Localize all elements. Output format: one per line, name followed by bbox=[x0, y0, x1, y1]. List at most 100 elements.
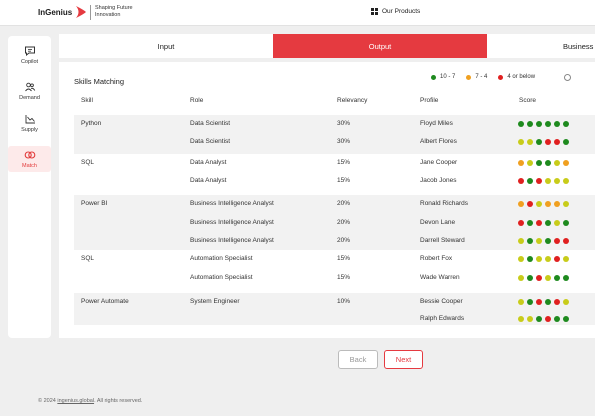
profile-cell: Jane Cooper bbox=[420, 159, 458, 166]
role-cell: Data Scientist bbox=[190, 138, 231, 145]
column-header-skill[interactable]: Skill bbox=[81, 97, 93, 104]
table-row[interactable]: Ralph Edwards bbox=[74, 315, 595, 325]
relevancy-cell: 15% bbox=[337, 274, 351, 281]
tab-input[interactable]: Input bbox=[59, 34, 273, 58]
skill-cell: SQL bbox=[81, 159, 95, 166]
table-row[interactable]: Data Analyst 15% Jacob Jones bbox=[74, 177, 595, 187]
legend-label: 4 or below bbox=[507, 74, 536, 80]
score-dot bbox=[518, 238, 524, 244]
relevancy-cell: 20% bbox=[337, 200, 351, 207]
score-dot bbox=[527, 299, 533, 305]
relevancy-cell: 15% bbox=[337, 255, 351, 262]
profile-cell: Bessie Cooper bbox=[420, 298, 463, 305]
table-row[interactable]: Business Intelligence Analyst 20% Darrell … bbox=[74, 237, 595, 247]
score-dot bbox=[536, 299, 542, 305]
skill-cell: Power BI bbox=[81, 200, 108, 207]
role-cell: Data Analyst bbox=[190, 177, 227, 184]
score-dots bbox=[518, 178, 569, 184]
skill-cell: Power Automate bbox=[81, 298, 129, 305]
score-dot bbox=[554, 201, 560, 207]
role-cell: System Engineer bbox=[190, 298, 240, 305]
our-products-label: Our Products bbox=[382, 8, 421, 15]
orange-dot-icon bbox=[466, 74, 472, 80]
score-dots bbox=[518, 275, 569, 281]
panel-title: Skills Matching bbox=[74, 77, 125, 86]
footer-link[interactable]: ingenius.global bbox=[57, 398, 95, 404]
tagline-line2: Innovation bbox=[95, 12, 121, 18]
table-row[interactable]: Power Automate System Engineer 10% Bessie C… bbox=[74, 298, 595, 308]
sidebar-item-copilot[interactable]: Copilot bbox=[8, 44, 51, 72]
role-cell: Business Intelligence Analyst bbox=[190, 218, 274, 226]
legend-item-medium: 7 - 4 bbox=[466, 74, 487, 80]
table-row[interactable]: Business Intelligence Analyst 20% Devon La… bbox=[74, 219, 595, 229]
score-dot bbox=[563, 178, 569, 184]
table-row[interactable]: SQL Data Analyst 15% Jane Cooper bbox=[74, 159, 595, 169]
tagline-line1: Shaping Future bbox=[95, 5, 133, 11]
score-dots bbox=[518, 238, 569, 244]
column-header-score[interactable]: Score bbox=[519, 97, 536, 104]
logo-divider bbox=[90, 5, 91, 20]
role-cell: Automation Specialist bbox=[190, 255, 253, 262]
score-dot bbox=[545, 219, 551, 226]
sidebar-item-supply[interactable]: Supply bbox=[8, 112, 51, 140]
score-dot bbox=[545, 160, 551, 166]
footer: © 2024 ingenius.global. All rights reser… bbox=[38, 398, 142, 404]
relevancy-cell: 20% bbox=[337, 237, 351, 244]
tab-business[interactable]: Business bbox=[487, 34, 595, 58]
score-dot bbox=[527, 178, 533, 184]
profile-cell: Wade Warren bbox=[420, 274, 460, 281]
score-dot bbox=[518, 275, 524, 281]
rings-icon bbox=[24, 151, 35, 159]
table-row[interactable]: Python Data Scientist 30% Floyd Miles bbox=[74, 120, 595, 130]
skill-group: Power Automate System Engineer 10% Bessie C… bbox=[74, 293, 595, 325]
chat-icon bbox=[24, 46, 35, 56]
score-dots bbox=[518, 256, 569, 262]
score-dot bbox=[536, 121, 542, 127]
people-icon bbox=[24, 82, 35, 92]
table-row[interactable]: Data Scientist 30% Albert Flores bbox=[74, 138, 595, 148]
sidebar-item-match[interactable]: Match bbox=[8, 146, 51, 172]
score-dot bbox=[554, 299, 560, 305]
score-dot bbox=[545, 121, 551, 127]
table-row[interactable]: Power BI Business Intelligence Analyst 20%… bbox=[74, 200, 595, 210]
our-products-menu[interactable]: Our Products bbox=[371, 8, 420, 15]
footer-copyright: © 2024 bbox=[38, 398, 56, 404]
next-button[interactable]: Next bbox=[384, 350, 423, 369]
score-dot bbox=[563, 275, 569, 281]
table-row[interactable]: Automation Specialist 15% Wade Warren bbox=[74, 274, 595, 284]
score-dot bbox=[536, 238, 542, 244]
score-dots bbox=[518, 299, 569, 305]
sidebar-item-demand[interactable]: Demand bbox=[8, 80, 51, 108]
score-dot bbox=[518, 316, 524, 322]
score-dot bbox=[545, 201, 551, 207]
score-dot bbox=[518, 160, 524, 166]
back-button[interactable]: Back bbox=[338, 350, 378, 369]
table-header: Skill Role Relevancy Profile Score bbox=[74, 97, 595, 111]
profile-cell: Ralph Edwards bbox=[420, 315, 465, 322]
score-dot bbox=[527, 139, 533, 145]
score-dot bbox=[536, 160, 542, 166]
logo-swoosh-icon bbox=[76, 6, 86, 18]
score-dots bbox=[518, 316, 569, 322]
score-dot bbox=[527, 201, 533, 207]
score-dot bbox=[563, 201, 569, 207]
score-dot bbox=[518, 219, 524, 226]
sidebar-item-label: Copilot bbox=[20, 59, 39, 65]
score-dot bbox=[545, 256, 551, 262]
score-dots bbox=[518, 160, 569, 166]
tab-output[interactable]: Output bbox=[273, 34, 487, 58]
column-header-relevancy[interactable]: Relevancy bbox=[337, 97, 368, 104]
score-dot bbox=[563, 139, 569, 145]
red-dot-icon bbox=[498, 74, 504, 80]
table-row[interactable]: SQL Automation Specialist 15% Robert Fox bbox=[74, 255, 595, 265]
score-dot bbox=[563, 316, 569, 322]
skill-cell: SQL bbox=[81, 255, 95, 262]
column-header-role[interactable]: Role bbox=[190, 97, 204, 104]
scroll-right-icon[interactable] bbox=[564, 74, 571, 81]
legend-item-low: 4 or below bbox=[498, 74, 535, 80]
score-dot bbox=[545, 238, 551, 244]
column-header-profile[interactable]: Profile bbox=[420, 97, 439, 104]
sidebar-item-label: Supply bbox=[21, 127, 38, 133]
logo-text[interactable]: InGenius bbox=[38, 8, 73, 17]
profile-cell: Darrell Steward bbox=[420, 237, 465, 244]
